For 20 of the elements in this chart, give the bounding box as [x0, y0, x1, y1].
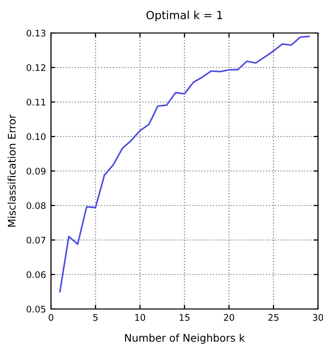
y-tick-label: 0.08 [26, 202, 46, 210]
chart-title: Optimal k = 1 [146, 10, 222, 22]
x-tick-label: 20 [224, 314, 234, 321]
y-tick-label: 0.11 [26, 98, 46, 106]
y-tick-label: 0.13 [26, 30, 46, 37]
x-tick-label: 10 [135, 314, 146, 321]
line-series [59, 36, 310, 293]
x-tick-label: 30 [312, 314, 323, 321]
y-tick-label: 0.05 [26, 306, 46, 313]
y-tick-label: 0.12 [26, 64, 46, 72]
y-axis-title: Misclassification Error [8, 114, 16, 227]
y-tick-label: 0.10 [26, 133, 46, 140]
x-axis-title: Number of Neighbors k [125, 334, 245, 344]
x-tick-label: 5 [93, 314, 98, 321]
y-tick-label: 0.06 [26, 271, 46, 278]
x-tick-label: 0 [48, 314, 54, 321]
y-tick-label: 0.07 [26, 236, 46, 244]
x-tick-label: 25 [268, 314, 278, 321]
y-tick-label: 0.09 [26, 168, 46, 175]
x-tick-label: 15 [180, 314, 190, 321]
